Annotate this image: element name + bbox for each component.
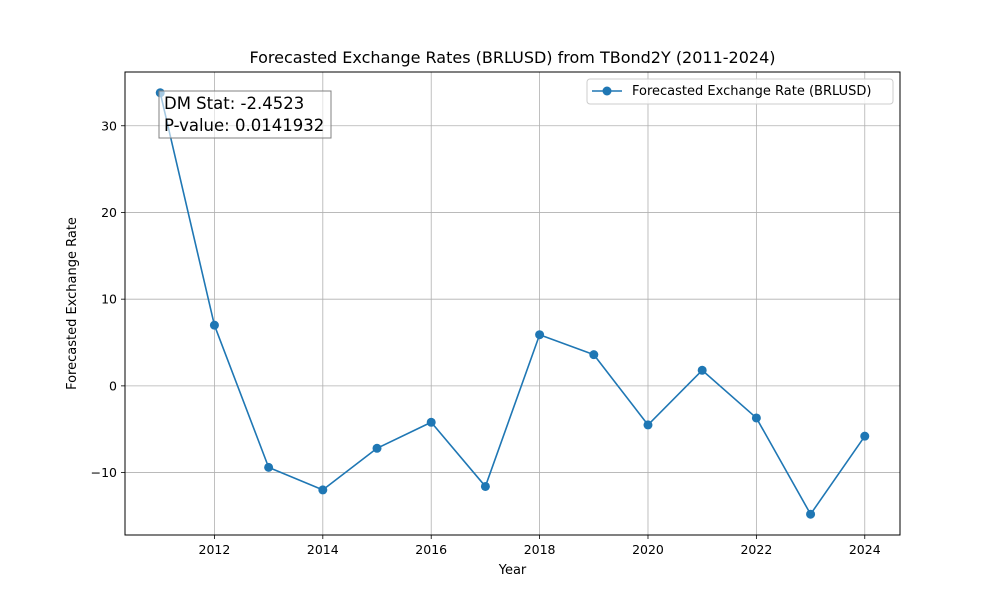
annotation-p-value: P-value: 0.0141932 [164, 116, 324, 135]
data-point-2018 [535, 330, 545, 340]
legend-box [586, 78, 894, 105]
data-point-2013 [264, 462, 274, 472]
x-tick-label: 2018 [524, 542, 556, 557]
x-axis-label: Year [498, 563, 527, 578]
legend-label: Forecasted Exchange Rate (BRLUSD) [632, 84, 871, 99]
x-tick-label: 2020 [632, 542, 664, 557]
x-tick-label: 2024 [849, 542, 881, 557]
grid [125, 72, 900, 535]
data-point-2023 [806, 509, 816, 519]
axis-ticks: 2012 2014 2016 2018 2020 2022 2024 −10 0 10 20 30 [91, 118, 881, 557]
y-tick-label: 10 [101, 292, 117, 307]
annotation-box [158, 90, 332, 139]
x-tick-label: 2016 [415, 542, 447, 557]
data-point-2012 [209, 320, 219, 330]
data-point-2015 [372, 443, 382, 453]
data-point-2022 [751, 413, 761, 423]
y-axis-label: Forecasted Exchange Rate [65, 217, 80, 390]
series-line [159, 92, 866, 515]
y-tick-label: 0 [109, 378, 117, 393]
y-tick-label: 20 [101, 205, 117, 220]
data-point-2014 [318, 485, 328, 495]
data-point-2021 [697, 365, 707, 375]
legend: Forecasted Exchange Rate (BRLUSD) [586, 78, 894, 105]
legend-marker-swatch [602, 86, 612, 96]
data-point-2020 [643, 420, 653, 430]
y-tick-label: 30 [101, 118, 117, 133]
data-point-2017 [480, 481, 490, 491]
data-point-2016 [426, 417, 436, 427]
data-point-2024 [860, 431, 870, 441]
annotation-dm-stat: DM Stat: -2.4523 [164, 94, 304, 113]
x-tick-label: 2022 [740, 542, 772, 557]
data-point-2019 [589, 350, 599, 360]
plot-frame [124, 71, 901, 536]
stats-annotation: DM Stat: -2.4523 P-value: 0.0141932 [158, 90, 332, 139]
y-tick-label: −10 [91, 465, 117, 480]
x-tick-label: 2014 [307, 542, 339, 557]
x-tick-label: 2012 [199, 542, 231, 557]
chart-title: Forecasted Exchange Rates (BRLUSD) from … [249, 48, 775, 67]
